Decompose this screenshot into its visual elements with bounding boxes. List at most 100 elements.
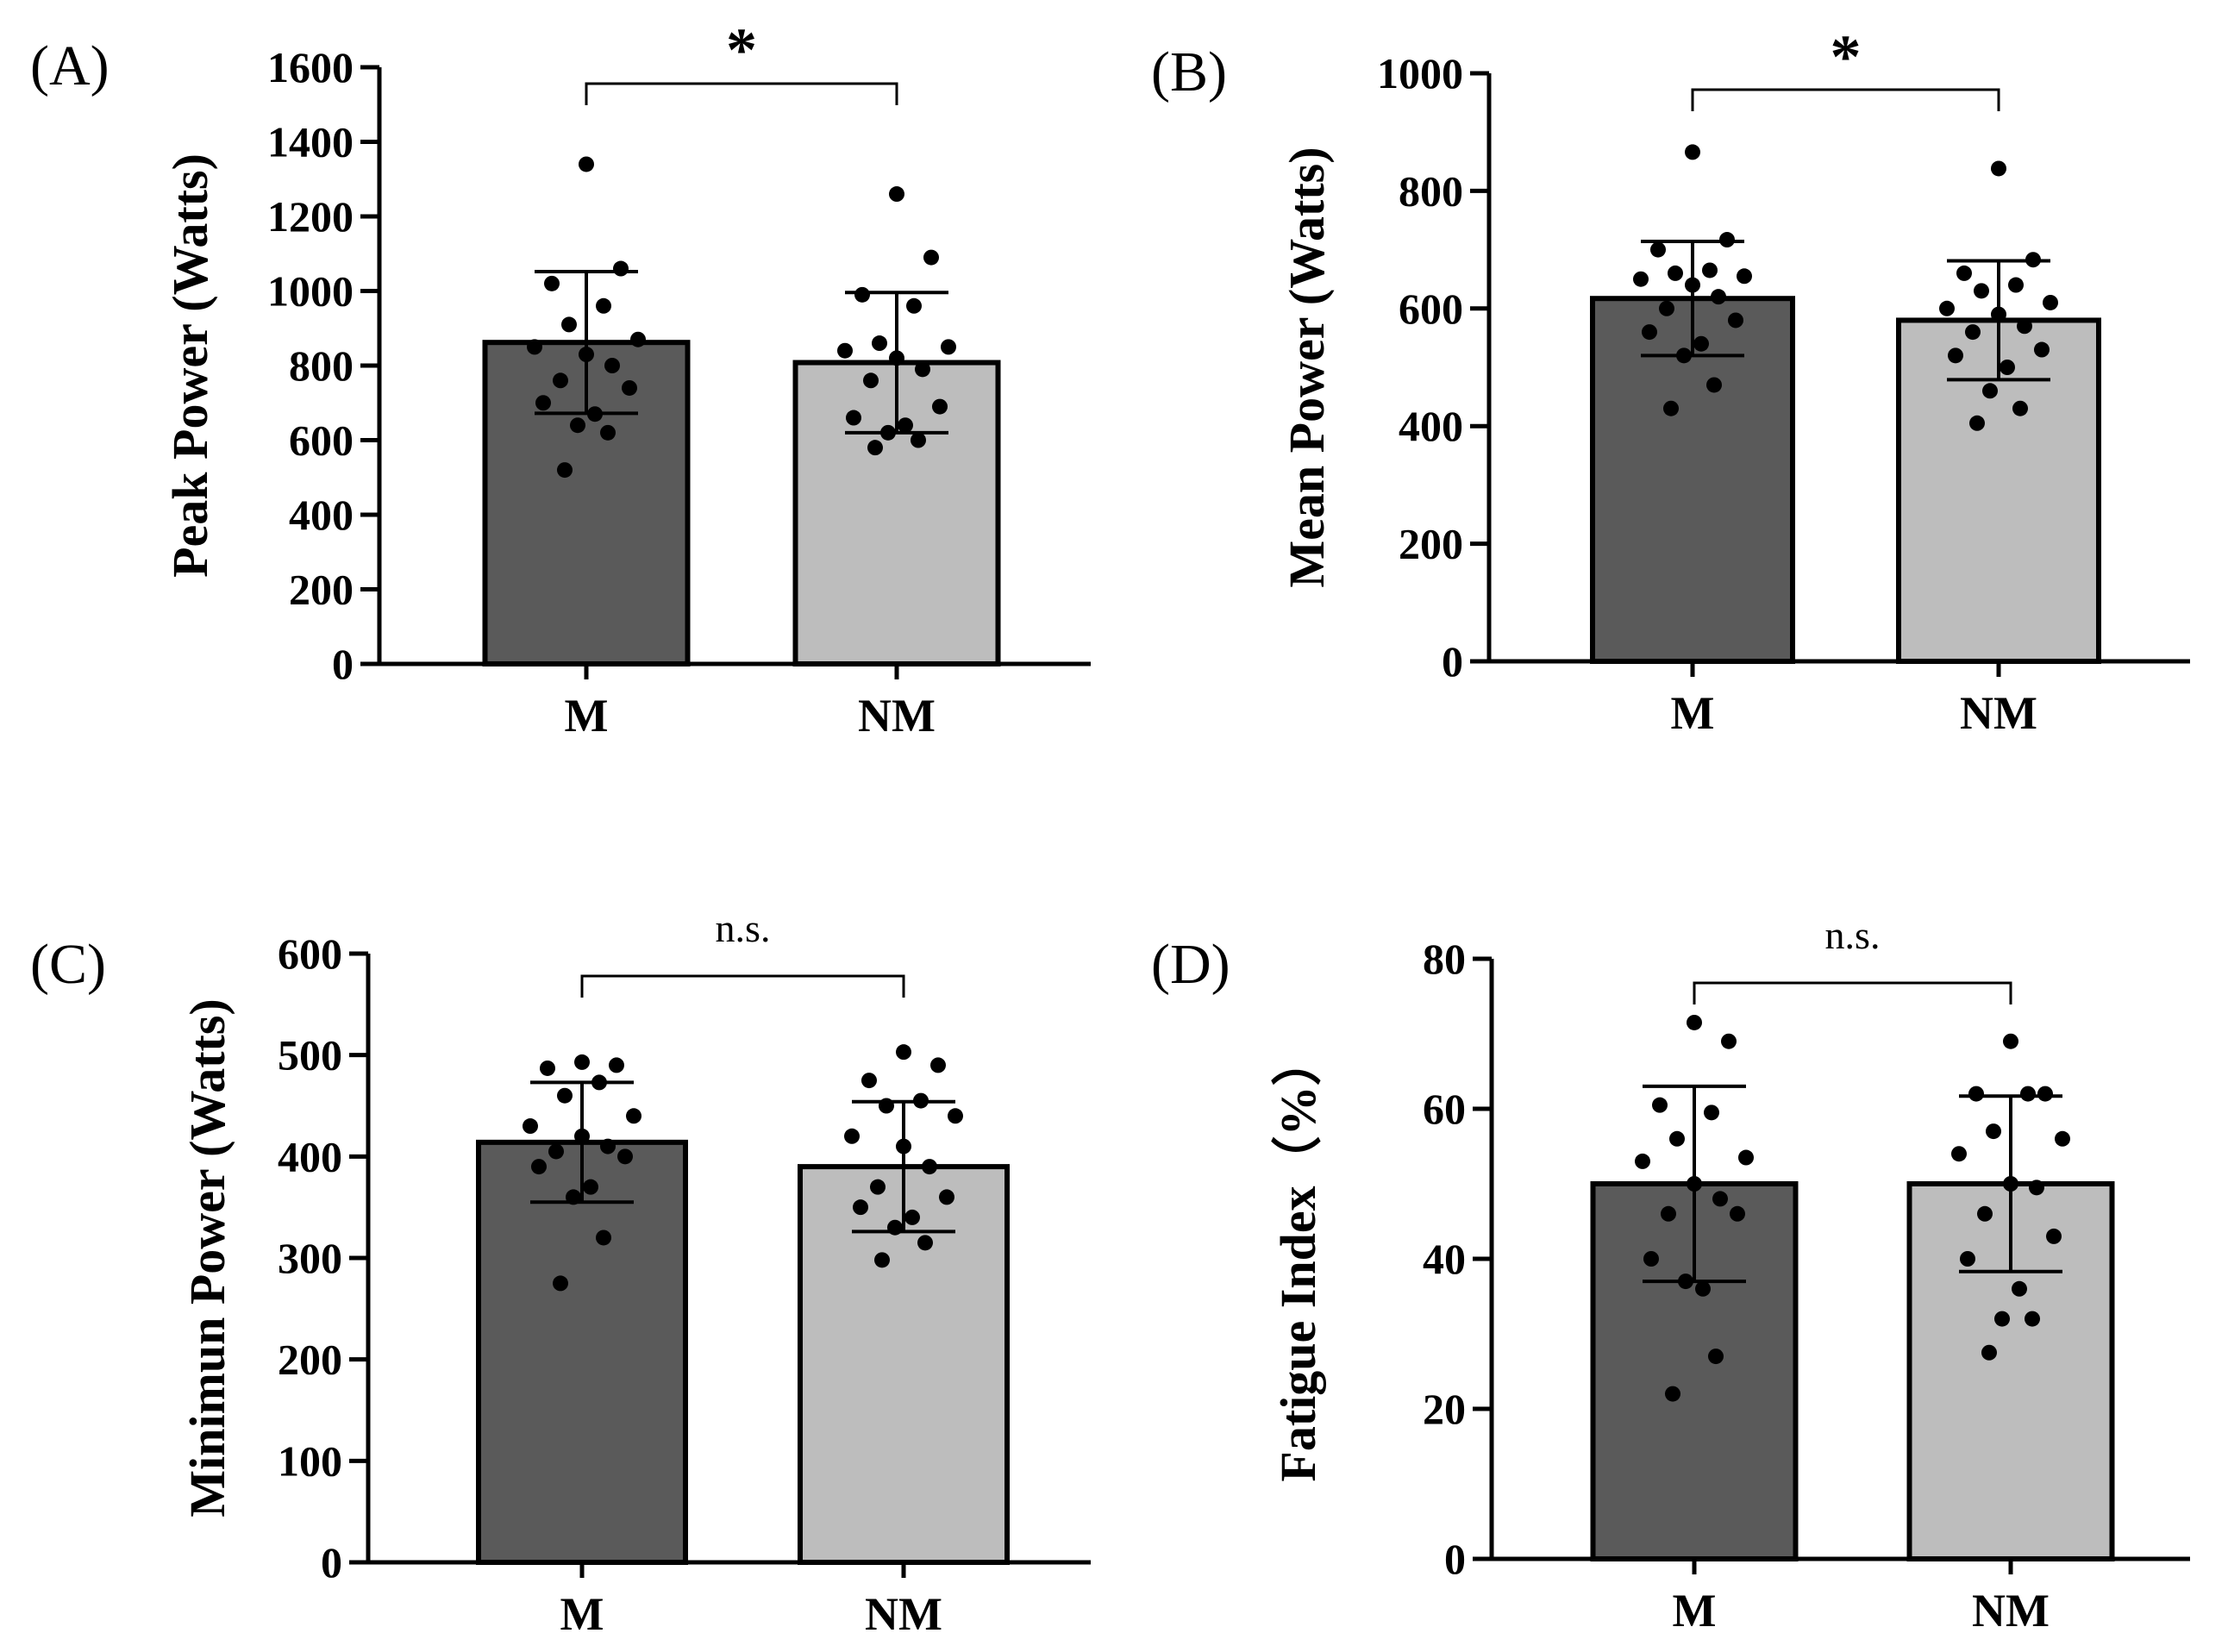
panel-label: (B) (1151, 41, 1227, 103)
data-point-nm (872, 335, 887, 352)
data-point-nm (1960, 1251, 1975, 1267)
data-point-nm (1948, 347, 1963, 364)
data-point-nm (896, 1138, 911, 1155)
data-point-nm (2008, 277, 2024, 293)
y-tick-label: 20 (1423, 1385, 1466, 1433)
panel-d: M NM 0 20 40 60 80 Fatigue Index（%） (D) n.s. (1151, 913, 2190, 1636)
data-point-nm (889, 350, 904, 366)
data-point-nm (887, 1219, 903, 1236)
significance-bracket (1693, 981, 2012, 1004)
data-point-nm (906, 297, 922, 314)
data-point-nm (2003, 1033, 2018, 1049)
data-point-m (596, 1230, 611, 1246)
data-point-m (1652, 1097, 1668, 1113)
data-point-m (579, 156, 594, 172)
data-point-m (1702, 262, 1718, 278)
y-tick-label: 40 (1423, 1235, 1466, 1283)
bar-m (1590, 296, 1795, 664)
data-point-nm (863, 372, 879, 389)
data-point-nm (854, 286, 870, 303)
data-point-m (1669, 1130, 1685, 1147)
data-point-m (1665, 1386, 1680, 1402)
data-point-nm (2029, 1180, 2044, 1196)
y-tick-label: 0 (1444, 1535, 1466, 1583)
y-tick-label: 80 (1423, 935, 1466, 983)
data-point-nm (898, 417, 913, 434)
data-point-nm (2046, 1228, 2062, 1244)
data-point-nm (2037, 1086, 2053, 1102)
data-point-m (1719, 232, 1735, 248)
data-point-nm (870, 1179, 886, 1195)
data-point-nm (915, 361, 930, 378)
data-point-m (1685, 144, 1700, 160)
category-label-nm: NM (865, 1588, 942, 1640)
data-point-m (617, 1148, 633, 1165)
panel-a: M NM 0 200 400 600 800 1000 1200 1400 1600 Peak Pow… (30, 16, 1091, 742)
data-point-nm (911, 432, 926, 448)
data-point-m (566, 1189, 581, 1205)
data-point-nm (923, 249, 939, 266)
data-point-m (591, 1074, 607, 1091)
data-point-nm (853, 1199, 868, 1216)
data-point-nm (913, 1092, 929, 1109)
data-point-m (1659, 300, 1674, 316)
data-point-m (1668, 265, 1683, 281)
data-point-m (1643, 1251, 1659, 1267)
panel-b: M NM 0 200 400 600 800 1000 Mean Power (Watts) (B… (1151, 22, 2190, 739)
y-tick-label: 0 (332, 640, 354, 688)
data-point-m (1695, 1280, 1711, 1297)
y-tick-label: 400 (1399, 402, 1463, 450)
y-tick-label: 60 (1423, 1085, 1466, 1133)
data-point-m (1650, 241, 1666, 258)
data-point-m (531, 1159, 547, 1175)
data-point-m (596, 297, 611, 314)
data-point-nm (844, 1128, 860, 1144)
y-tick-label: 1000 (1377, 49, 1463, 97)
data-point-m (527, 339, 542, 355)
data-point-m (579, 347, 594, 363)
data-point-m (600, 424, 616, 441)
data-point-m (1633, 271, 1649, 287)
bar-m (476, 1139, 688, 1565)
data-point-m (574, 1054, 590, 1070)
data-point-nm (2020, 1086, 2036, 1102)
data-point-nm (2017, 318, 2032, 335)
significance-label: * (726, 16, 757, 84)
data-point-nm (2055, 1130, 2070, 1147)
data-point-m (535, 395, 551, 411)
y-tick-label: 600 (289, 416, 354, 465)
data-point-m (1711, 289, 1726, 305)
y-tick-label: 1600 (267, 43, 354, 91)
data-point-m (1642, 324, 1657, 341)
data-point-nm (896, 1044, 911, 1061)
data-point-nm (941, 339, 956, 355)
panel-label: (A) (30, 34, 110, 97)
data-point-nm (837, 342, 853, 359)
data-point-nm (867, 440, 883, 456)
data-point-nm (922, 1159, 937, 1175)
y-tick-label: 200 (278, 1336, 342, 1384)
y-tick-label: 1400 (267, 118, 354, 166)
data-point-m (570, 417, 585, 434)
y-tick-label: 400 (289, 491, 354, 539)
y-tick-label: 800 (289, 341, 354, 390)
data-point-nm (861, 1073, 877, 1089)
y-tick-label: 400 (278, 1132, 342, 1180)
data-point-nm (846, 410, 861, 426)
y-axis-title: Fatigue Index（%） (1270, 1036, 1326, 1481)
y-tick-label: 100 (278, 1436, 342, 1485)
panel-label: (D) (1151, 933, 1230, 996)
data-point-m (1678, 1273, 1693, 1290)
data-point-m (1706, 377, 1722, 393)
data-point-nm (889, 186, 904, 203)
significance-bracket (585, 82, 898, 105)
data-point-m (561, 316, 577, 333)
data-point-m (1737, 268, 1752, 285)
data-point-m (600, 1138, 616, 1155)
y-tick-label: 300 (278, 1234, 342, 1282)
data-point-m (1738, 1149, 1754, 1166)
data-point-m (523, 1118, 538, 1135)
data-point-nm (1969, 415, 1985, 431)
data-point-m (1676, 347, 1692, 364)
